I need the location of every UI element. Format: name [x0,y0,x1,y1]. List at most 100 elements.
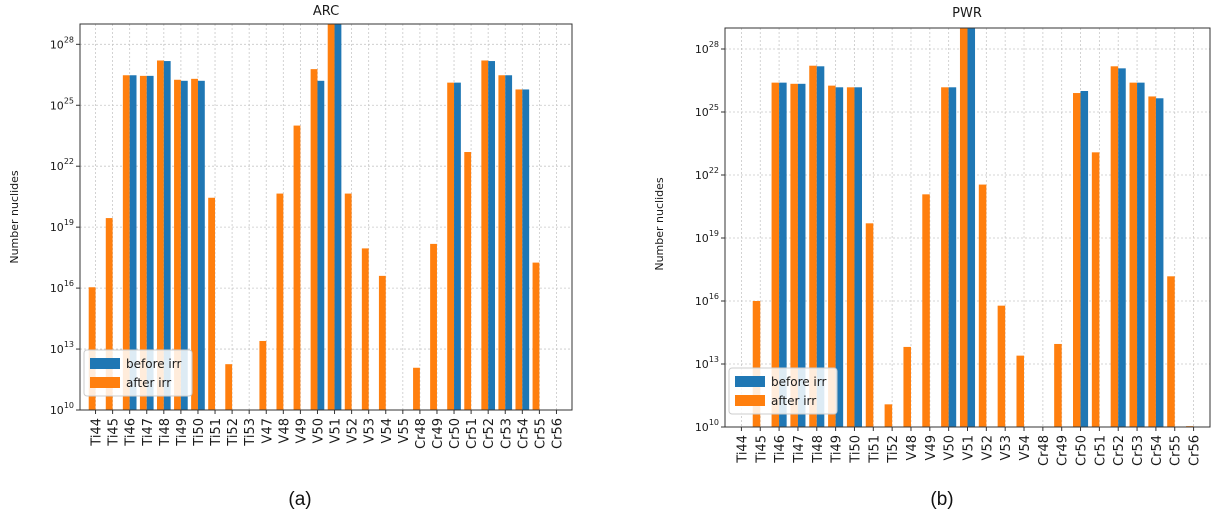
bar-after-v54 [1016,355,1025,427]
bar-after-ti52 [225,364,233,410]
y-tick-exponent: 16 [709,292,719,301]
bar-after-ti48 [809,65,817,428]
bar-after-ti49 [828,85,836,427]
x-tick-label-ti45: Ti45 [754,435,769,464]
bar-after-cr51 [464,152,472,411]
bar-before-ti46 [779,82,787,428]
x-tick-label-v51: V51 [962,435,977,460]
y-tick-label: 1019 [50,218,74,234]
bar-after-cr54 [515,89,523,410]
x-tick-label-v52: V52 [346,418,361,443]
bar-before-v50 [948,87,957,427]
bar-after-ti47 [139,75,147,410]
legend-swatch-after [735,395,765,406]
bar-after-ti45 [752,301,761,427]
legend-swatch-before [735,376,765,387]
y-tick-base: 10 [695,169,709,182]
y-tick-label: 1013 [695,355,719,371]
bar-after-cr50 [1073,93,1081,428]
bar-before-cr53 [1137,82,1145,428]
x-tick-label-cr55: Cr55 [533,418,548,449]
bar-after-v50 [941,87,949,427]
bar-after-cr50 [447,82,455,411]
x-tick-label-v53: V53 [999,435,1014,460]
y-tick-base: 10 [695,295,709,308]
y-tick-label: 1025 [695,103,719,119]
y-tick-exponent: 25 [64,96,74,105]
x-tick-label-ti49: Ti49 [830,435,845,464]
x-tick-label-v48: V48 [905,435,920,460]
bar-before-cr52 [488,61,496,411]
x-tick-label-cr51: Cr51 [465,418,480,449]
y-tick-base: 10 [695,106,709,119]
legend-label-before: before irr [771,375,826,389]
y-tick-exponent: 19 [64,218,74,227]
y-tick-base: 10 [695,421,709,434]
x-tick-label-cr56: Cr56 [550,418,565,449]
bar-after-ti44 [88,287,96,410]
bar-after-cr53 [1129,82,1138,428]
x-tick-label-v51: V51 [329,418,344,443]
y-tick-label: 1013 [50,340,74,356]
x-tick-label-cr48: Cr48 [414,418,429,449]
bar-after-ti50 [846,87,855,427]
bar-after-cr52 [1110,66,1119,427]
bar-before-ti49 [180,80,188,410]
y-tick-base: 10 [50,343,64,356]
y-tick-base: 10 [50,404,64,417]
x-tick-label-cr52: Cr52 [482,418,497,449]
bar-after-v51 [327,24,335,410]
bar-after-ti46 [122,75,130,410]
x-tick-label-cr49: Cr49 [431,418,446,449]
x-tick-label-ti46: Ti46 [773,435,788,464]
y-tick-base: 10 [50,221,64,234]
bar-after-ti51 [208,197,216,410]
x-tick-label-v49: V49 [924,435,939,460]
y-tick-base: 10 [695,358,709,371]
x-tick-label-v48: V48 [277,418,292,443]
bars-arc [88,24,540,411]
x-tick-label-ti45: Ti45 [107,418,122,447]
y-tick-exponent: 28 [64,35,74,44]
chart-title-arc: ARC [313,4,339,19]
x-tick-label-ti49: Ti49 [175,418,190,447]
bar-after-cr54 [1148,96,1156,427]
bar-before-ti49 [835,87,844,427]
y-axis-label-arc: Number nuclides [8,170,21,264]
bar-after-cr52 [481,60,489,411]
y-tick-base: 10 [50,282,64,295]
x-tick-label-ti46: Ti46 [124,418,139,447]
x-tick-label-ti47: Ti47 [141,418,156,447]
chart-title-pwr: PWR [952,6,982,21]
y-tick-label: 1010 [695,418,719,434]
plot-frame-arc [79,23,573,411]
x-tick-label-cr50: Cr50 [448,418,463,449]
x-tick-label-cr53: Cr53 [1131,435,1146,466]
bar-after-v50 [310,69,318,410]
x-tick-label-ti51: Ti51 [209,418,224,447]
x-tick-label-cr49: Cr49 [1056,435,1071,466]
y-tick-label: 1016 [50,279,74,295]
x-tick-label-cr50: Cr50 [1075,435,1090,466]
bar-after-cr49 [430,243,437,410]
bar-after-ti50 [191,78,198,411]
bar-after-ti51 [865,223,874,427]
x-tick-label-ti48: Ti48 [158,418,173,447]
bar-after-v53 [997,305,1006,427]
y-tick-base: 10 [50,160,64,173]
bar-after-v52 [344,193,352,410]
x-tick-label-ti51: Ti51 [867,435,882,464]
caption-b: (b) [930,489,953,510]
caption-a: (a) [288,489,311,510]
x-tick-label-ti44: Ti44 [735,435,750,464]
bar-before-cr53 [505,75,513,410]
x-tick-label-v52: V52 [980,435,995,460]
y-tick-base: 10 [50,38,64,51]
legend-pwr: before irr after irr [728,367,838,415]
y-tick-label: 1016 [695,292,719,308]
bar-after-v53 [361,248,369,410]
bar-after-v48 [903,346,911,427]
x-tick-label-cr54: Cr54 [1150,435,1165,466]
x-tick-label-v50: V50 [943,435,958,460]
